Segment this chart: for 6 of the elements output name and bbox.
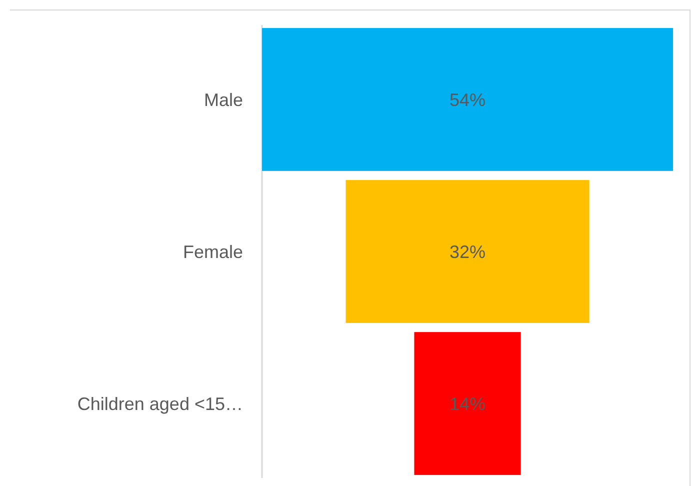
data-label: 14% bbox=[449, 394, 486, 414]
category-label: Children aged <15… bbox=[77, 394, 243, 414]
category-label: Female bbox=[182, 242, 243, 262]
data-label: 54% bbox=[449, 90, 486, 110]
data-label: 32% bbox=[449, 242, 486, 262]
category-label: Male bbox=[204, 90, 243, 110]
